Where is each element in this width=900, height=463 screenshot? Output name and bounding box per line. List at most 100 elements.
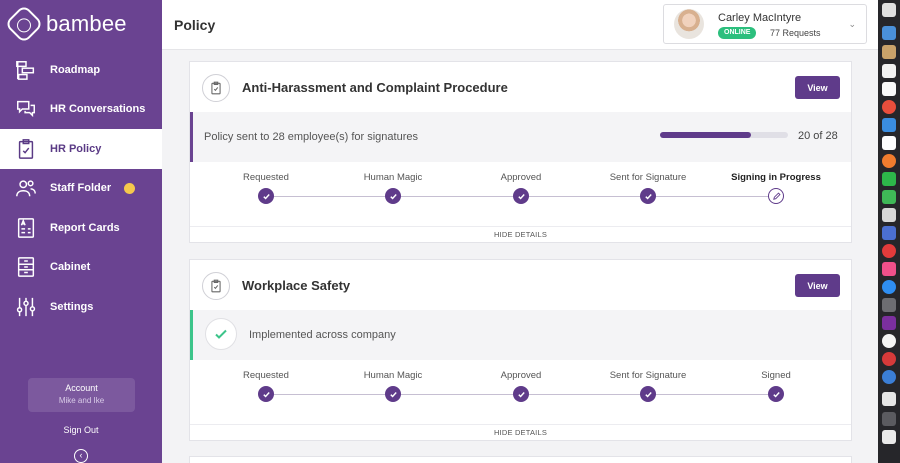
user-menu[interactable]: Carley MacIntyre ONLINE 77 Requests ⌄ xyxy=(663,4,867,44)
step-signing-in-progress: Signing in Progress xyxy=(711,172,841,204)
dock-app-icon[interactable] xyxy=(882,118,896,132)
policy-stepper: Requested Human Magic Approved Sent for … xyxy=(190,162,851,226)
step-label: Approved xyxy=(500,370,542,381)
dock-app-icon[interactable] xyxy=(882,100,896,114)
dock-app-icon[interactable] xyxy=(882,262,896,276)
policy-card-header: Anti-Harassment and Complaint Procedure … xyxy=(190,62,851,112)
dock-app-icon[interactable] xyxy=(882,172,896,186)
sidebar-item-settings[interactable]: Settings xyxy=(0,287,162,327)
policy-stepper: Requested Human Magic Approved Sent for … xyxy=(190,360,851,424)
step-label: Requested xyxy=(243,370,289,381)
sidebar-item-label: Staff Folder xyxy=(50,182,112,195)
dock-app-icon[interactable] xyxy=(882,334,896,348)
cabinet-icon xyxy=(14,256,38,278)
page-title: Policy xyxy=(174,17,216,33)
hide-details-toggle[interactable]: HIDE DETAILS xyxy=(190,226,851,242)
step-signed: Signed xyxy=(711,370,841,402)
dock-app-icon[interactable] xyxy=(882,316,896,330)
sidebar-item-hr-conversations[interactable]: HR Conversations xyxy=(0,90,162,130)
report-card-icon xyxy=(14,217,38,239)
step-human-magic: Human Magic xyxy=(328,370,458,402)
dock-app-icon[interactable] xyxy=(882,190,896,204)
check-icon xyxy=(258,188,274,204)
policy-card-header: Workplace Safety View xyxy=(190,260,851,310)
dock-app-icon[interactable] xyxy=(882,136,896,150)
check-icon xyxy=(385,386,401,402)
policy-status-bar: Policy sent to 28 employee(s) for signat… xyxy=(190,112,851,162)
policy-card xyxy=(189,456,852,463)
dock-app-icon[interactable] xyxy=(882,154,896,168)
step-approved: Approved xyxy=(456,370,586,402)
step-label: Sent for Signature xyxy=(609,172,687,183)
account-name: Mike and Ike xyxy=(58,396,105,405)
step-requested: Requested xyxy=(201,172,331,204)
check-icon xyxy=(640,188,656,204)
dock-app-icon[interactable] xyxy=(882,280,896,294)
step-human-magic: Human Magic xyxy=(328,172,458,204)
step-label: Approved xyxy=(500,172,542,183)
clipboard-icon xyxy=(202,272,230,300)
step-sent-for-signature: Sent for Signature xyxy=(583,370,713,402)
top-header: Policy Carley MacIntyre ONLINE 77 Reques… xyxy=(162,0,878,50)
check-icon xyxy=(513,188,529,204)
requests-count: 77 Requests xyxy=(770,28,821,38)
dock-app-icon[interactable] xyxy=(882,298,896,312)
pencil-icon xyxy=(768,188,784,204)
sidebar-item-label: HR Conversations xyxy=(50,103,146,116)
dock-app-icon[interactable] xyxy=(882,45,896,59)
sidebar-item-cabinet[interactable]: Cabinet xyxy=(0,248,162,288)
dock-app-icon[interactable] xyxy=(882,352,896,366)
dock-app-icon[interactable] xyxy=(882,412,896,426)
signature-progress-bar xyxy=(660,132,788,138)
sliders-icon xyxy=(14,296,38,318)
dock-app-icon[interactable] xyxy=(882,82,896,96)
view-button[interactable]: View xyxy=(795,76,840,99)
people-icon xyxy=(14,177,38,199)
dock-app-icon[interactable] xyxy=(882,392,896,406)
step-label: Human Magic xyxy=(363,370,423,381)
hide-details-toggle[interactable]: HIDE DETAILS xyxy=(190,424,851,440)
dock-app-icon[interactable] xyxy=(882,208,896,222)
sidebar-item-staff-folder[interactable]: Staff Folder xyxy=(0,169,162,209)
step-label: Signed xyxy=(761,370,791,381)
progress-count: 20 of 28 xyxy=(798,130,838,142)
status-text: Implemented across company xyxy=(249,329,396,341)
check-icon xyxy=(640,386,656,402)
avatar xyxy=(674,9,704,39)
check-icon xyxy=(768,386,784,402)
bambee-logo[interactable]: bambee xyxy=(4,4,127,44)
step-label: Human Magic xyxy=(363,172,423,183)
account-button[interactable]: Account Mike and Ike xyxy=(28,378,135,412)
view-button[interactable]: View xyxy=(795,274,840,297)
sidebar-nav: Roadmap HR Conversations HR Policy Staff… xyxy=(0,50,162,327)
step-label: Signing in Progress xyxy=(731,172,821,183)
dock-app-icon[interactable] xyxy=(882,226,896,240)
dock-app-icon[interactable] xyxy=(882,26,896,40)
policy-title: Anti-Harassment and Complaint Procedure xyxy=(242,80,508,95)
check-icon xyxy=(258,386,274,402)
sidebar: bambee Roadmap HR Conversations HR Polic… xyxy=(0,0,162,463)
sign-out-link[interactable]: Sign Out xyxy=(63,425,99,435)
dock-app-icon[interactable] xyxy=(882,370,896,384)
collapse-sidebar-icon[interactable]: ‹ xyxy=(74,449,88,463)
step-approved: Approved xyxy=(456,172,586,204)
dock-app-icon[interactable] xyxy=(882,64,896,78)
sidebar-item-roadmap[interactable]: Roadmap xyxy=(0,50,162,90)
dock-app-icon[interactable] xyxy=(882,430,896,444)
policy-title: Workplace Safety xyxy=(242,278,351,293)
dock-app-icon[interactable] xyxy=(882,3,896,17)
sidebar-item-report-cards[interactable]: Report Cards xyxy=(0,208,162,248)
clipboard-icon xyxy=(14,138,38,160)
sidebar-item-hr-policy[interactable]: HR Policy xyxy=(0,129,162,169)
os-dock xyxy=(878,0,900,463)
status-text: Policy sent to 28 employee(s) for signat… xyxy=(204,131,418,143)
check-icon xyxy=(513,386,529,402)
status-badge: ONLINE xyxy=(718,27,757,39)
chevron-down-icon[interactable]: ⌄ xyxy=(848,19,856,29)
step-label: Requested xyxy=(243,172,289,183)
bambee-logo-icon xyxy=(4,4,44,44)
user-name: Carley MacIntyre xyxy=(718,12,802,24)
clipboard-icon xyxy=(202,74,230,102)
notification-dot xyxy=(124,182,135,194)
dock-app-icon[interactable] xyxy=(882,244,896,258)
